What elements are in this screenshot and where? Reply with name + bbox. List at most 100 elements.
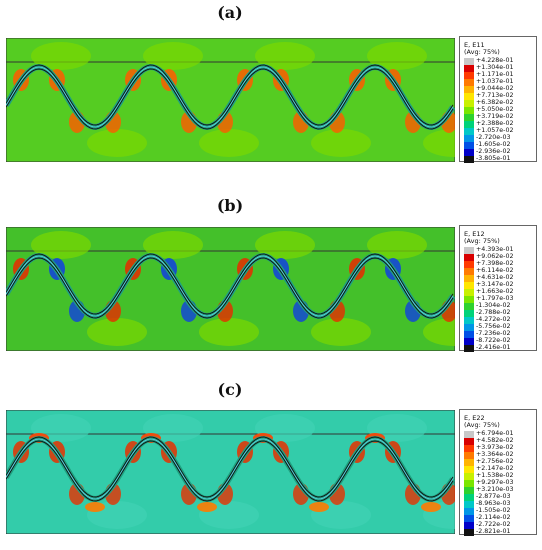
strain-hotspot (85, 502, 105, 512)
contour-patch (87, 129, 147, 157)
legend-swatch (464, 121, 474, 128)
legend-value: +4.393e-01 (476, 246, 514, 253)
legend-swatch (464, 296, 474, 303)
contour-patch (255, 42, 315, 70)
legend-swatch (464, 72, 474, 79)
legend-value: -4.272e-02 (476, 316, 511, 323)
legend-value: -2.936e-02 (476, 148, 511, 155)
legend-swatch (464, 331, 474, 338)
legend-swatch (464, 149, 474, 156)
legend-swatch (464, 100, 474, 107)
legend-value: +2.388e-02 (476, 120, 514, 127)
contour-patch (423, 318, 455, 346)
wavy-fiber-edge (6, 253, 454, 315)
legend-value: -2.821e-01 (476, 528, 511, 535)
contour-patch (311, 129, 371, 157)
legend-value: -2.416e-01 (476, 344, 511, 351)
contour-patch (143, 42, 203, 70)
legend-swatch (464, 466, 474, 473)
legend-swatch (464, 515, 474, 522)
legend-swatch (464, 268, 474, 275)
wavy-fiber-edge (6, 64, 454, 126)
legend-swatch (464, 487, 474, 494)
panel-a-label: (a) (217, 3, 243, 22)
contour-patch (255, 231, 315, 259)
legend-value: +1.037e-01 (476, 78, 514, 85)
legend-value: +3.719e-02 (476, 113, 514, 120)
legend-value: -5.756e-02 (476, 323, 511, 330)
legend-value: +2.756e-02 (476, 458, 514, 465)
legend-swatch (464, 473, 474, 480)
legend-value: -2.788e-02 (476, 309, 511, 316)
legend-swatch (464, 459, 474, 466)
legend-value: -8.722e-02 (476, 337, 511, 344)
contour-patch (31, 231, 91, 259)
wavy-fiber-core (6, 255, 454, 317)
legend-swatch (464, 93, 474, 100)
panel-a-contour-plot (6, 38, 455, 162)
legend-value: +3.364e-02 (476, 451, 514, 458)
legend-avg: (Avg: 75%) (464, 237, 500, 245)
legend-title: E, E11 (464, 41, 485, 49)
legend-value: +9.062e-02 (476, 253, 514, 260)
legend-value: +1.057e-02 (476, 127, 514, 134)
wavy-fiber-edge (6, 257, 454, 319)
panel-b-label: (b) (216, 196, 244, 215)
legend-value: +3.147e-02 (476, 281, 514, 288)
contour-patch (199, 318, 259, 346)
legend-swatch (464, 338, 474, 345)
legend-swatch (464, 501, 474, 508)
strain-hotspot (421, 502, 441, 512)
legend-value: -2.722e-02 (476, 521, 511, 528)
legend-value: +3.973e-02 (476, 444, 514, 451)
legend-swatch (464, 142, 474, 149)
legend-swatch (464, 247, 474, 254)
legend-value: -1.505e-02 (476, 507, 511, 514)
legend-value: +6.794e-01 (476, 430, 514, 437)
legend-value: -2.114e-02 (476, 514, 511, 521)
legend-swatch (464, 324, 474, 331)
legend-swatch (464, 289, 474, 296)
legend-value: +1.797e-03 (476, 295, 514, 302)
legend-swatch (464, 303, 474, 310)
legend-swatch (464, 58, 474, 65)
legend-value: -8.963e-03 (476, 500, 511, 507)
panel-b-contour-plot (6, 227, 455, 351)
contour-patch (31, 42, 91, 70)
legend-swatch (464, 529, 474, 536)
legend-swatch (464, 261, 474, 268)
panel-c-contour-plot (6, 410, 455, 534)
legend-value: -2.720e-03 (476, 134, 511, 141)
legend-value: +7.398e-02 (476, 260, 514, 267)
legend-swatch (464, 522, 474, 529)
legend-value: +4.228e-01 (476, 57, 514, 64)
wavy-fiber-core (6, 66, 454, 128)
legend-value: +7.713e-02 (476, 92, 514, 99)
legend-value: +9.044e-02 (476, 85, 514, 92)
legend-swatch (464, 345, 474, 352)
legend-swatch (464, 86, 474, 93)
panel-c-label: (c) (217, 380, 243, 399)
legend-swatch (464, 114, 474, 121)
legend-value: +6.114e-02 (476, 267, 514, 274)
legend-avg: (Avg: 75%) (464, 421, 500, 429)
legend-value: +2.147e-02 (476, 465, 514, 472)
legend-swatch (464, 431, 474, 438)
legend-value: -3.805e-01 (476, 155, 511, 162)
legend-value: +5.050e-02 (476, 106, 514, 113)
legend-swatch (464, 135, 474, 142)
legend-value: +4.582e-02 (476, 437, 514, 444)
legend-value: +3.210e-03 (476, 486, 514, 493)
legend-swatch (464, 254, 474, 261)
legend-value: +9.297e-03 (476, 479, 514, 486)
contour-patch (199, 129, 259, 157)
legend-title: E, E12 (464, 230, 485, 238)
panel-a-legend: E, E11 (Avg: 75%) +4.228e-01 +1.304e-01 +1… (459, 36, 537, 163)
legend-value: +4.631e-02 (476, 274, 514, 281)
strain-hotspot (309, 502, 329, 512)
contour-patch (311, 318, 371, 346)
legend-value: +1.304e-01 (476, 64, 514, 71)
legend-swatch (464, 445, 474, 452)
legend-value: -7.236e-02 (476, 330, 511, 337)
legend-value: -1.304e-02 (476, 302, 511, 309)
